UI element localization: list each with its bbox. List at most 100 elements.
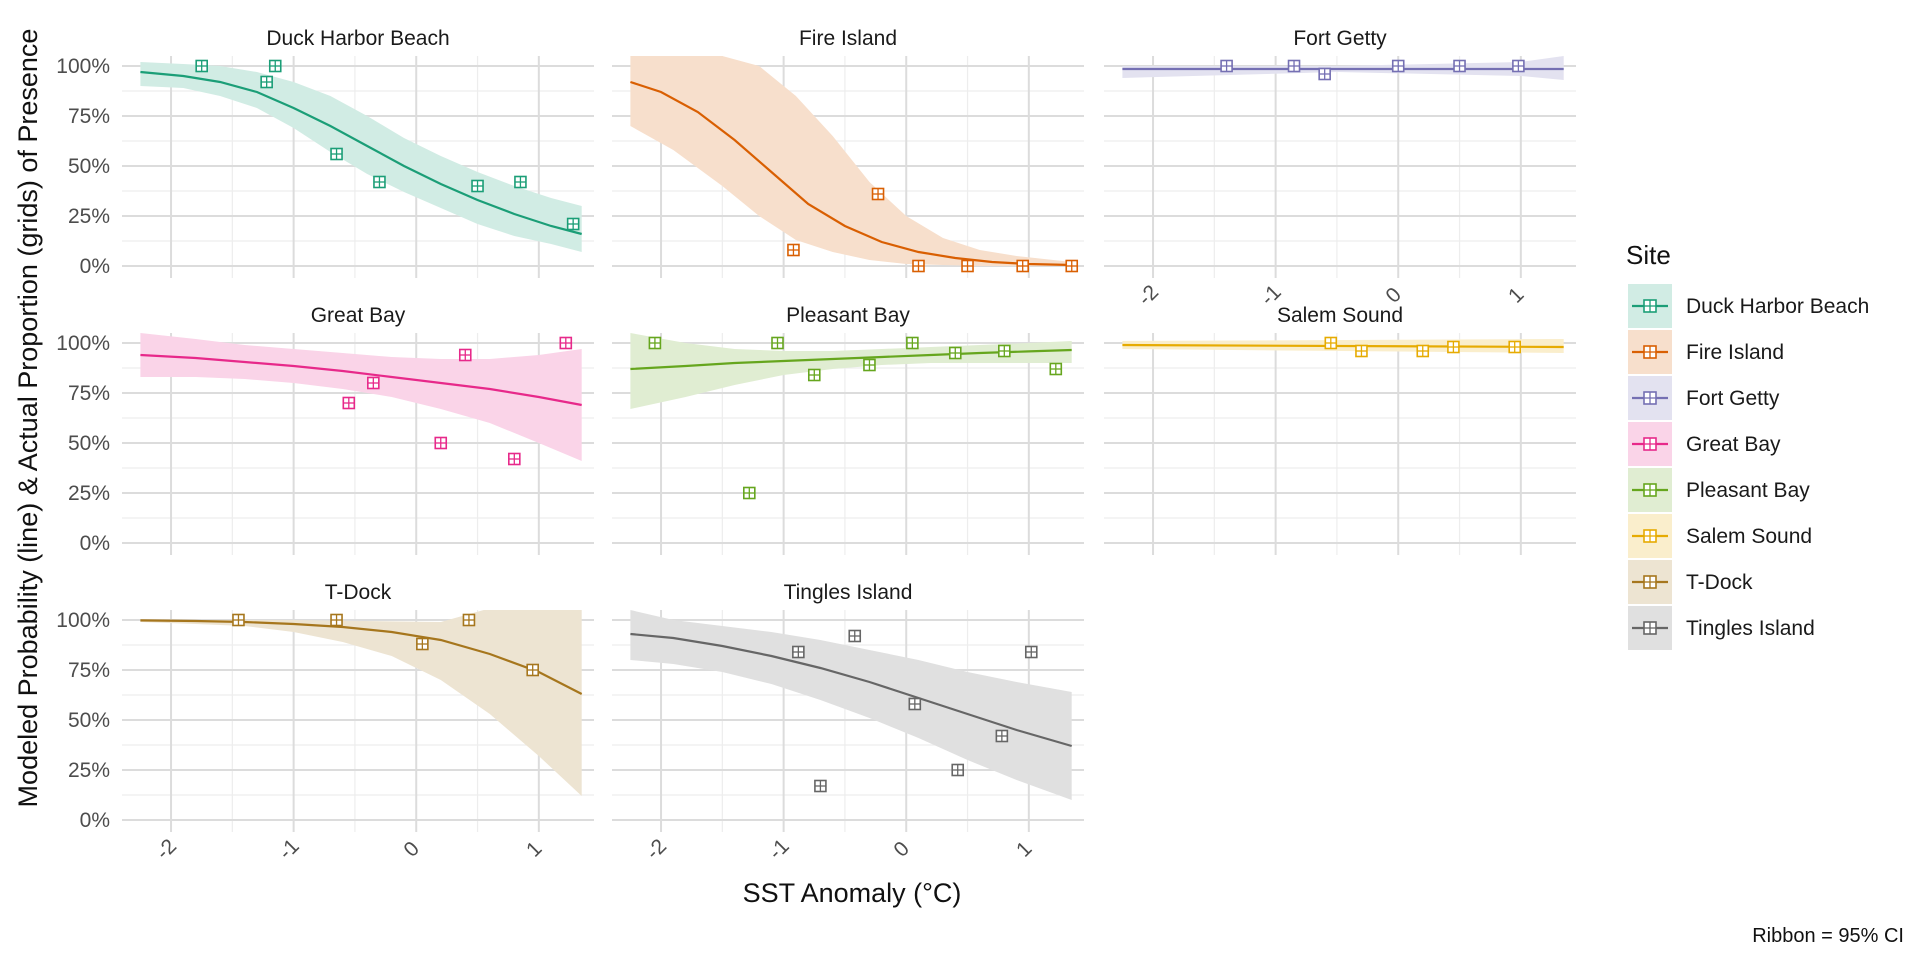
data-point-fort-getty bbox=[1512, 59, 1525, 73]
chart-caption: Ribbon = 95% CI bbox=[1752, 925, 1904, 947]
data-point-fire-island bbox=[871, 187, 885, 201]
ci-ribbon-tingles-island bbox=[630, 610, 1072, 800]
data-point-duck-harbor-beach bbox=[195, 59, 208, 73]
y-tick-label: 100% bbox=[56, 332, 110, 355]
x-tick-label: -2 bbox=[1134, 281, 1163, 310]
data-point-great-bay bbox=[559, 336, 573, 350]
x-tick-label: -2 bbox=[152, 835, 181, 864]
ci-ribbon-t-dock bbox=[140, 610, 582, 796]
panel-title-tingles-island: Tingles Island bbox=[784, 581, 913, 604]
legend-item-salem-sound: Salem Sound bbox=[1628, 514, 1812, 558]
data-point-fire-island bbox=[1065, 259, 1079, 273]
model-line-great-bay bbox=[140, 353, 582, 407]
legend-item-t-dock: T-Dock bbox=[1628, 560, 1753, 604]
legend-label-pleasant-bay: Pleasant Bay bbox=[1686, 479, 1810, 502]
data-point-duck-harbor-beach bbox=[566, 217, 580, 231]
legend-item-fort-getty: Fort Getty bbox=[1628, 376, 1780, 420]
data-point-salem-sound bbox=[1416, 344, 1430, 358]
data-point-fire-island bbox=[912, 259, 925, 273]
panel-title-great-bay: Great Bay bbox=[311, 304, 406, 327]
data-point-salem-sound bbox=[1355, 344, 1368, 358]
y-tick-label: 75% bbox=[68, 382, 110, 405]
legend-label-t-dock: T-Dock bbox=[1686, 571, 1753, 594]
data-point-fort-getty bbox=[1391, 59, 1405, 73]
legend-label-great-bay: Great Bay bbox=[1686, 433, 1781, 456]
y-tick-label: 0% bbox=[80, 255, 110, 278]
data-point-tingles-island bbox=[792, 645, 805, 659]
data-point-tingles-island bbox=[1024, 645, 1038, 659]
panel-title-salem-sound: Salem Sound bbox=[1277, 304, 1403, 327]
data-point-tingles-island bbox=[995, 729, 1009, 743]
data-point-duck-harbor-beach bbox=[260, 75, 273, 89]
data-point-duck-harbor-beach bbox=[268, 59, 282, 73]
legend-label-duck-harbor-beach: Duck Harbor Beach bbox=[1686, 295, 1869, 318]
panel-duck-harbor-beach: Duck Harbor Beach 0% 25% 50% 75% 100% bbox=[56, 27, 594, 278]
panel-title-pleasant-bay: Pleasant Bay bbox=[786, 304, 910, 327]
data-point-t-dock bbox=[232, 613, 245, 627]
model-line-t-dock bbox=[140, 619, 583, 695]
legend-marker-fire-island bbox=[1643, 345, 1657, 359]
data-point-great-bay bbox=[434, 436, 448, 450]
y-tick-label: 100% bbox=[56, 55, 110, 78]
legend-label-fire-island: Fire Island bbox=[1686, 341, 1784, 364]
legend-marker-t-dock bbox=[1643, 575, 1657, 589]
grid-great-bay bbox=[122, 333, 594, 555]
grid-fort-getty bbox=[1104, 56, 1576, 278]
y-tick-label: 50% bbox=[68, 709, 110, 732]
data-point-tingles-island bbox=[908, 697, 922, 711]
panel-tingles-island: Tingles Island -2 -1 0 1 bbox=[612, 581, 1084, 864]
data-point-great-bay bbox=[508, 452, 521, 466]
panel-fire-island: Fire Island bbox=[612, 27, 1084, 278]
data-point-great-bay bbox=[342, 396, 356, 410]
panels-layer: Duck Harbor Beach 0% 25% 50% 75% 100% Fire Isl… bbox=[56, 27, 1576, 864]
legend-marker-pleasant-bay bbox=[1643, 483, 1657, 497]
legend-label-fort-getty: Fort Getty bbox=[1686, 387, 1780, 410]
legend-marker-tingles-island bbox=[1643, 621, 1657, 635]
data-point-pleasant-bay bbox=[998, 344, 1011, 358]
panel-title-t-dock: T-Dock bbox=[325, 581, 392, 604]
legend-marker-duck-harbor-beach bbox=[1643, 299, 1657, 313]
model-line-tingles-island bbox=[630, 632, 1073, 748]
data-point-pleasant-bay bbox=[648, 336, 662, 350]
data-point-fire-island bbox=[1016, 259, 1030, 273]
legend-item-pleasant-bay: Pleasant Bay bbox=[1628, 468, 1810, 512]
legend-item-great-bay: Great Bay bbox=[1628, 422, 1781, 466]
legend-item-fire-island: Fire Island bbox=[1628, 330, 1784, 374]
data-point-fort-getty bbox=[1453, 59, 1466, 73]
data-point-duck-harbor-beach bbox=[471, 179, 484, 193]
legend-marker-fort-getty bbox=[1643, 391, 1657, 405]
data-point-pleasant-bay bbox=[743, 486, 756, 500]
legend-label-tingles-island: Tingles Island bbox=[1686, 617, 1815, 640]
y-tick-label: 25% bbox=[68, 205, 110, 228]
legend-item-tingles-island: Tingles Island bbox=[1628, 606, 1815, 650]
y-tick-label: 25% bbox=[68, 482, 110, 505]
data-point-great-bay bbox=[458, 348, 472, 362]
panel-pleasant-bay: Pleasant Bay bbox=[612, 304, 1084, 555]
panel-title-duck-harbor-beach: Duck Harbor Beach bbox=[266, 27, 449, 50]
y-tick-label: 50% bbox=[68, 432, 110, 455]
data-point-salem-sound bbox=[1447, 340, 1460, 354]
y-axis-label: Modeled Probability (line) & Actual Prop… bbox=[13, 29, 43, 808]
x-tick-label: 1 bbox=[1504, 283, 1529, 308]
legend-item-duck-harbor-beach: Duck Harbor Beach bbox=[1628, 284, 1869, 328]
data-point-t-dock bbox=[526, 663, 540, 677]
ci-ribbon-duck-harbor-beach bbox=[140, 62, 582, 252]
data-point-salem-sound bbox=[1508, 340, 1522, 354]
y-tick-label: 75% bbox=[68, 105, 110, 128]
ci-ribbon-fire-island bbox=[630, 56, 1072, 266]
y-tick-label: 50% bbox=[68, 155, 110, 178]
x-tick-label: 0 bbox=[399, 837, 424, 862]
panel-title-fire-island: Fire Island bbox=[799, 27, 897, 50]
x-tick-label: 0 bbox=[889, 837, 914, 862]
data-point-fort-getty bbox=[1220, 59, 1233, 73]
data-point-duck-harbor-beach bbox=[514, 175, 527, 189]
ci-ribbon-great-bay bbox=[140, 333, 582, 461]
x-tick-label: -1 bbox=[764, 835, 793, 864]
data-point-salem-sound bbox=[1324, 336, 1338, 350]
y-tick-label: 100% bbox=[56, 609, 110, 632]
legend: Site Duck Harbor Beach Fire Island Fort Ge… bbox=[1626, 240, 1869, 650]
y-tick-label: 75% bbox=[68, 659, 110, 682]
x-tick-label: -2 bbox=[642, 835, 671, 864]
data-point-fort-getty bbox=[1287, 59, 1301, 73]
